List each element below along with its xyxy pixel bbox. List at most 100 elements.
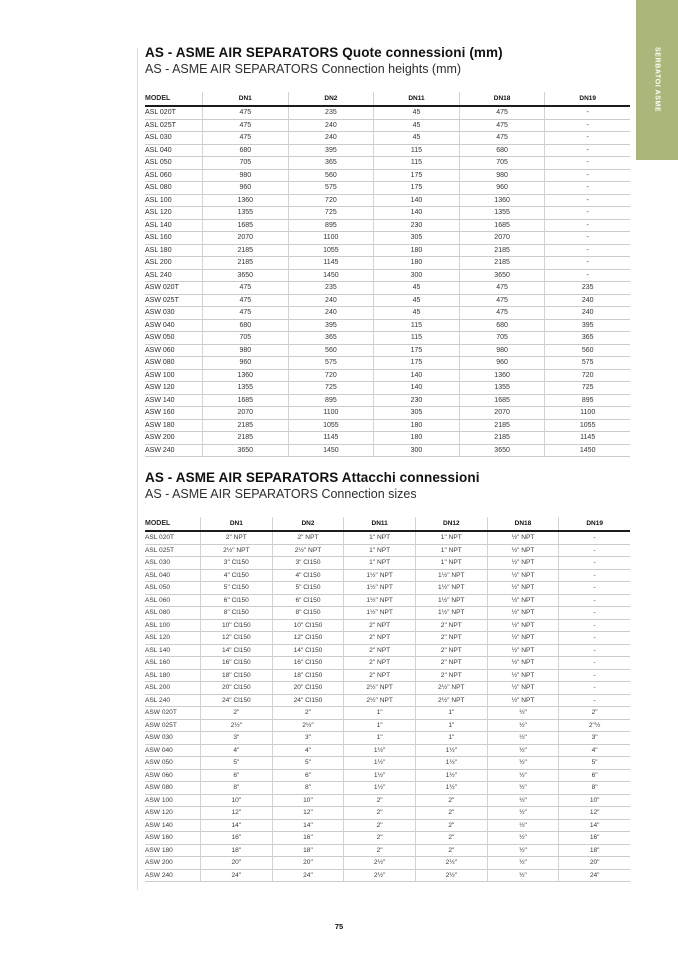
value-cell: 1½" NPT: [414, 594, 487, 606]
value-cell: 8" Cl150: [271, 607, 344, 619]
value-cell: 1": [414, 707, 487, 719]
value-cell: 2½": [414, 857, 487, 869]
value-cell: 5": [200, 757, 272, 769]
value-cell: 960: [458, 182, 545, 194]
value-cell: 960: [202, 182, 288, 194]
value-cell: -: [544, 244, 630, 256]
value-cell: -: [558, 619, 630, 631]
value-cell: 475: [202, 282, 288, 294]
value-cell: 18": [271, 844, 344, 856]
model-cell: ASL 060: [145, 596, 171, 604]
value-cell: 2½" NPT: [343, 682, 415, 694]
value-cell: 45: [373, 132, 459, 144]
value-cell: 2" NPT: [414, 644, 487, 656]
value-cell: ½" NPT: [486, 544, 559, 556]
table-row: ASL 140 1685 895 230 1685-: [145, 219, 630, 232]
model-cell: ASL 100: [145, 196, 172, 204]
model-cell: ASW 120: [145, 384, 175, 392]
column-header-dn12: DN12: [414, 517, 487, 530]
value-cell: 1½" NPT: [343, 607, 415, 619]
value-cell: 2": [414, 832, 487, 844]
table-row: ASW 060 6" 6" 1½" 1½" ½" 6": [145, 769, 630, 782]
value-cell: ½": [486, 732, 559, 744]
value-cell: ½" NPT: [486, 644, 559, 656]
value-cell: ½" NPT: [486, 582, 559, 594]
value-cell: 1½" NPT: [343, 582, 415, 594]
value-cell: 475: [458, 294, 545, 306]
connection-sizes-table: MODEL DN1 DN2 DN11 DN12 DN18 DN19 ASL 020T 2" NP…: [145, 517, 630, 882]
value-cell: -: [544, 194, 630, 206]
value-cell: 980: [458, 169, 545, 181]
value-cell: 2070: [202, 407, 288, 419]
value-cell: 1½" NPT: [414, 582, 487, 594]
section-tab-serbatoi-asme: SERBATOI ASME: [636, 0, 678, 160]
value-cell: 115: [373, 157, 459, 169]
model-cell: ASW 080: [145, 784, 173, 792]
value-cell: -: [544, 182, 630, 194]
value-cell: ½" NPT: [486, 669, 559, 681]
model-cell: ASL 060: [145, 171, 172, 179]
value-cell: 2070: [458, 232, 545, 244]
value-cell: 1" NPT: [343, 544, 415, 556]
value-cell: 115: [373, 144, 459, 156]
value-cell: 2" NPT: [343, 657, 415, 669]
value-cell: 2185: [202, 432, 288, 444]
value-cell: 475: [458, 107, 545, 119]
value-cell: 475: [458, 307, 545, 319]
model-cell: ASL 140: [145, 221, 172, 229]
value-cell: 16": [271, 832, 344, 844]
value-cell: 14": [271, 819, 344, 831]
value-cell: 140: [373, 382, 459, 394]
value-cell: -: [558, 582, 630, 594]
model-cell: ASW 060: [145, 771, 173, 779]
value-cell: -: [544, 207, 630, 219]
value-cell: 475: [202, 307, 288, 319]
model-cell: ASW 140: [145, 821, 173, 829]
value-cell: ½": [486, 807, 559, 819]
table-row: ASW 140 14" 14" 2" 2" ½" 14": [145, 819, 630, 832]
value-cell: 2" NPT: [343, 644, 415, 656]
value-cell: 1": [414, 719, 487, 731]
table-row: ASL 060 6" Cl150 6" Cl150 1½" NPT 1½" NPT ½" …: [145, 594, 630, 607]
value-cell: 175: [373, 344, 459, 356]
model-cell: ASW 025T: [145, 721, 177, 729]
value-cell: 1½" NPT: [343, 569, 415, 581]
value-cell: 2" NPT: [343, 632, 415, 644]
value-cell: 4": [200, 744, 272, 756]
value-cell: 5": [558, 757, 630, 769]
value-cell: -: [558, 682, 630, 694]
table-row: ASL 040 680 395 115 680-: [145, 144, 630, 157]
table-row: ASW 060 980 560 175 980 560: [145, 344, 630, 357]
model-cell: ASL 240: [145, 271, 172, 279]
value-cell: 1360: [202, 194, 288, 206]
value-cell: 45: [373, 307, 459, 319]
model-cell: ASL 180: [145, 246, 172, 254]
section-connection-sizes: AS - ASME AIR SEPARATORS Attacchi connes…: [145, 470, 630, 882]
value-cell: 2"½: [558, 719, 630, 731]
model-cell: ASL 025T: [145, 121, 176, 129]
value-cell: 705: [202, 332, 288, 344]
value-cell: 2" NPT: [414, 619, 487, 631]
value-cell: 140: [373, 369, 459, 381]
table-row: ASL 050 705 365 115 705-: [145, 157, 630, 170]
value-cell: 475: [202, 107, 288, 119]
value-cell: 680: [202, 144, 288, 156]
value-cell: 4": [558, 744, 630, 756]
value-cell: 1055: [544, 419, 630, 431]
model-cell: ASW 160: [145, 834, 173, 842]
value-cell: 16" Cl150: [271, 657, 344, 669]
model-cell: ASW 100: [145, 796, 173, 804]
value-cell: 180: [373, 244, 459, 256]
value-cell: ½": [486, 707, 559, 719]
model-cell: ASW 100: [145, 371, 175, 379]
value-cell: 14": [558, 819, 630, 831]
value-cell: 45: [373, 107, 459, 119]
column-header-dn1: DN1: [202, 92, 288, 105]
value-cell: 2": [343, 832, 415, 844]
table-row: ASL 200 20" Cl150 20" Cl150 2½" NPT 2½" NPT ½…: [145, 682, 630, 695]
table-row: ASW 030 3" 3" 1" 1" ½" 3": [145, 732, 630, 745]
model-cell: ASW 030: [145, 734, 173, 742]
table-row: ASL 200 2185 1145 180 2185-: [145, 257, 630, 270]
value-cell: 14": [200, 819, 272, 831]
column-header-dn19: DN19: [558, 517, 630, 530]
